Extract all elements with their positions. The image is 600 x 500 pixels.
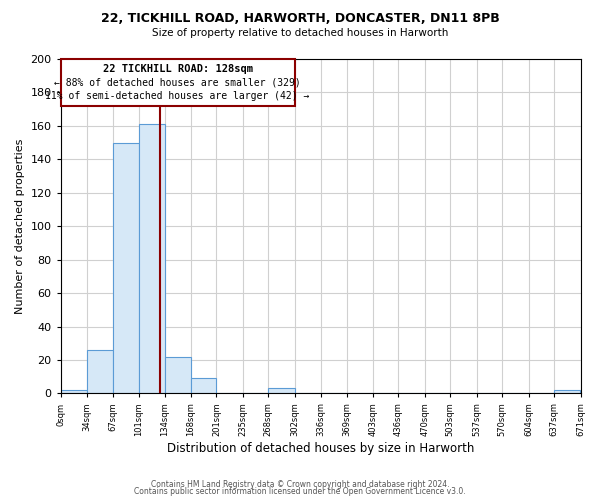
Text: Contains HM Land Registry data © Crown copyright and database right 2024.: Contains HM Land Registry data © Crown c… xyxy=(151,480,449,489)
Text: 11% of semi-detached houses are larger (42) →: 11% of semi-detached houses are larger (… xyxy=(46,91,310,101)
Bar xyxy=(113,142,139,394)
Text: 22, TICKHILL ROAD, HARWORTH, DONCASTER, DN11 8PB: 22, TICKHILL ROAD, HARWORTH, DONCASTER, … xyxy=(101,12,499,26)
Text: Size of property relative to detached houses in Harworth: Size of property relative to detached ho… xyxy=(152,28,448,38)
Text: ← 88% of detached houses are smaller (329): ← 88% of detached houses are smaller (32… xyxy=(55,78,301,88)
Text: 22 TICKHILL ROAD: 128sqm: 22 TICKHILL ROAD: 128sqm xyxy=(103,64,253,74)
Bar xyxy=(61,390,87,394)
FancyBboxPatch shape xyxy=(61,59,295,106)
X-axis label: Distribution of detached houses by size in Harworth: Distribution of detached houses by size … xyxy=(167,442,474,455)
Bar xyxy=(87,350,113,394)
Bar xyxy=(191,378,217,394)
Bar xyxy=(554,390,580,394)
Y-axis label: Number of detached properties: Number of detached properties xyxy=(15,138,25,314)
Bar xyxy=(268,388,295,394)
Bar xyxy=(139,124,164,394)
Bar xyxy=(164,356,191,394)
Text: Contains public sector information licensed under the Open Government Licence v3: Contains public sector information licen… xyxy=(134,487,466,496)
